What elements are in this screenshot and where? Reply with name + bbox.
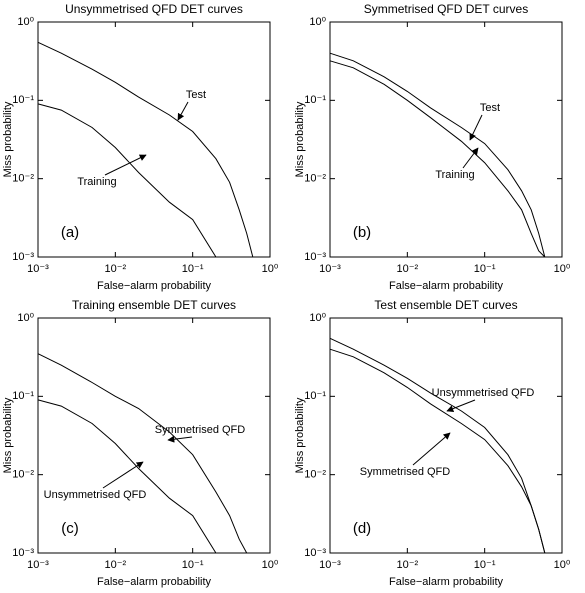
panel: Symmetrised QFD DET curves False−alarm pr… (294, 2, 571, 292)
y-tick-label: 10⁻³ (304, 547, 326, 559)
x-axis-label: False−alarm probability (97, 280, 212, 292)
series-label: Training (77, 176, 116, 188)
panel: Unsymmetrised QFD DET curves False−alarm … (2, 2, 279, 292)
x-tick-label: 10⁻² (396, 263, 418, 275)
annotation-arrow (412, 432, 451, 466)
series-label: Symmetrised QFD (360, 466, 451, 478)
y-axis-label: Miss probability (294, 101, 306, 177)
series-label: Unsymmetrised QFD (44, 489, 147, 501)
x-tick-label: 10⁻¹ (182, 559, 204, 571)
panel-letter: (b) (353, 224, 371, 241)
x-tick-label: 10⁻¹ (182, 263, 204, 275)
y-tick-label: 10⁻² (304, 469, 326, 481)
plot-frame (329, 317, 563, 554)
series-line (37, 399, 217, 554)
annotation-arrow (469, 114, 483, 141)
y-tick-label: 10⁻³ (304, 251, 326, 263)
series-line (37, 353, 248, 554)
panel-letter: (d) (353, 520, 371, 537)
x-tick-label: 10⁰ (262, 559, 279, 571)
y-tick-label: 10⁻³ (12, 251, 34, 263)
x-tick-label: 10⁻² (104, 559, 126, 571)
plot-frame (37, 317, 271, 554)
series-label: Unsymmetrised QFD (432, 387, 535, 399)
chart-title: Unsymmetrised QFD DET curves (65, 2, 243, 16)
chart-title: Symmetrised QFD DET curves (364, 2, 528, 16)
x-tick-label: 10⁻³ (319, 559, 341, 571)
y-tick-label: 10⁻¹ (12, 390, 34, 402)
x-tick-label: 10⁻³ (27, 559, 49, 571)
x-tick-label: 10⁰ (554, 559, 571, 571)
annotation-arrow (167, 435, 193, 443)
x-tick-label: 10⁻¹ (474, 263, 496, 275)
x-axis-label: False−alarm probability (97, 576, 212, 588)
series-label: Training (435, 169, 474, 181)
y-tick-label: 10⁻² (12, 469, 34, 481)
y-tick-label: 10⁰ (309, 312, 326, 324)
y-tick-label: 10⁻¹ (304, 94, 326, 106)
y-axis-label: Miss probability (2, 101, 14, 177)
y-axis-label: Miss probability (2, 397, 14, 473)
annotation-arrow (177, 101, 189, 121)
series-label: Test (480, 102, 500, 114)
panel: Training ensemble DET curves False−alarm … (2, 298, 279, 588)
annotation-arrow (462, 147, 479, 169)
x-tick-label: 10⁻¹ (474, 559, 496, 571)
y-tick-label: 10⁻² (12, 173, 34, 185)
x-tick-label: 10⁻² (104, 263, 126, 275)
plot-frame (37, 21, 271, 258)
annotation-arrow (104, 154, 147, 176)
x-axis-label: False−alarm probability (389, 280, 504, 292)
series-label: Symmetrised QFD (155, 424, 246, 436)
y-tick-label: 10⁰ (17, 312, 34, 324)
y-tick-label: 10⁻¹ (304, 390, 326, 402)
x-tick-label: 10⁻² (396, 559, 418, 571)
panel: Test ensemble DET curves False−alarm prob… (294, 298, 571, 588)
y-tick-label: 10⁰ (309, 16, 326, 28)
y-tick-label: 10⁻² (304, 173, 326, 185)
series-line (37, 41, 254, 258)
annotation-arrow (102, 461, 144, 489)
x-axis-label: False−alarm probability (389, 576, 504, 588)
x-tick-label: 10⁻³ (27, 263, 49, 275)
x-tick-label: 10⁰ (262, 263, 279, 275)
chart-title: Training ensemble DET curves (72, 298, 236, 312)
plot-frame (329, 21, 563, 258)
y-tick-label: 10⁰ (17, 16, 34, 28)
series-line (329, 348, 546, 554)
annotation-arrow (446, 399, 476, 412)
series-label: Test (186, 89, 206, 101)
chart-title: Test ensemble DET curves (374, 298, 517, 312)
y-tick-label: 10⁻³ (12, 547, 34, 559)
x-tick-label: 10⁻³ (319, 263, 341, 275)
y-tick-label: 10⁻¹ (12, 94, 34, 106)
panel-letter: (c) (61, 520, 79, 537)
x-tick-label: 10⁰ (554, 263, 571, 275)
panel-letter: (a) (61, 224, 79, 241)
y-axis-label: Miss probability (294, 397, 306, 473)
series-line (37, 103, 217, 258)
